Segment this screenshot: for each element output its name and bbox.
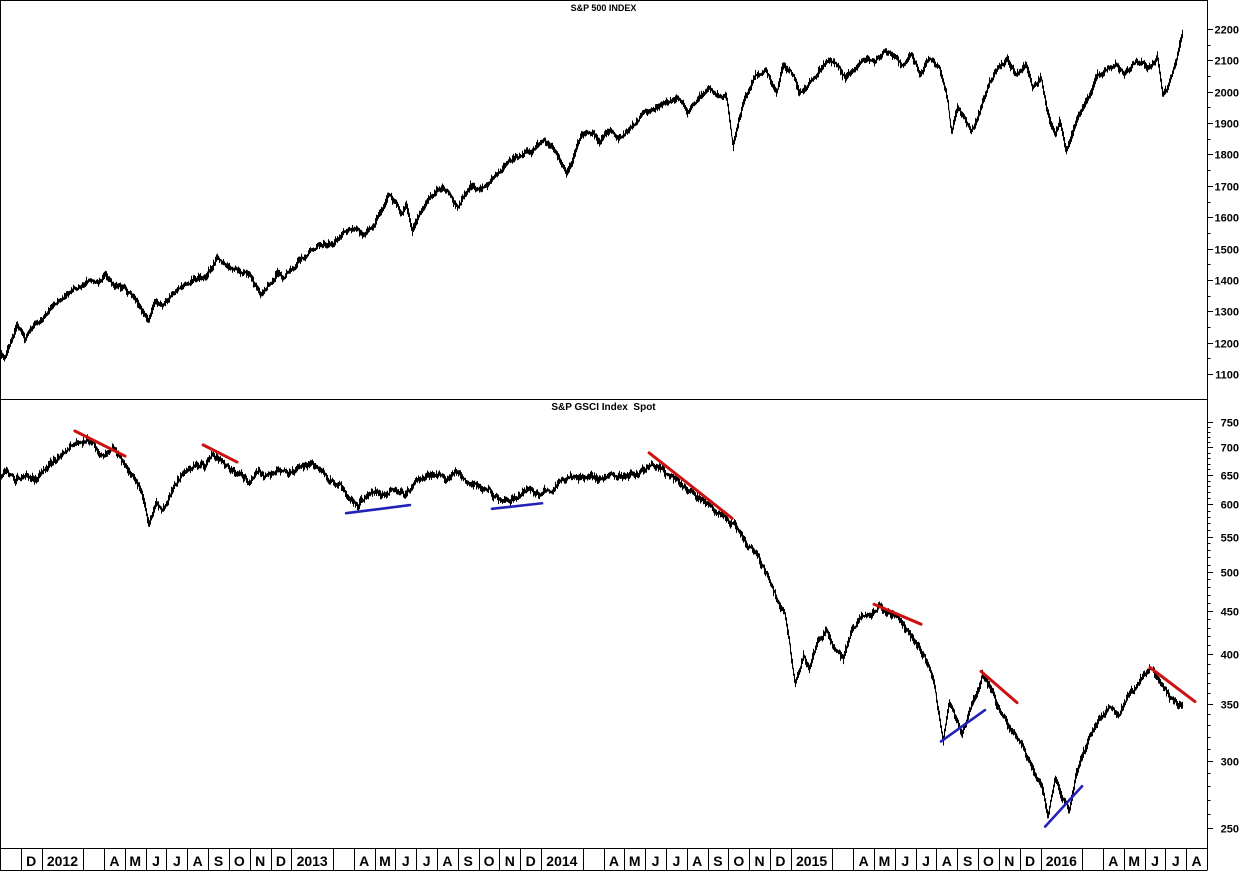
month-label-J: J xyxy=(152,853,160,869)
y-tick-label-2000: 2000 xyxy=(1215,88,1239,100)
month-label-J: J xyxy=(402,853,410,869)
month-label-A: A xyxy=(109,853,119,869)
gsci-price-series xyxy=(0,434,1183,819)
y-tick-label-350: 350 xyxy=(1221,700,1239,712)
month-label-J: J xyxy=(901,853,909,869)
year-label-2015: 2015 xyxy=(796,853,827,869)
y-tick-label-700: 700 xyxy=(1221,443,1239,455)
month-label-D: D xyxy=(276,853,286,869)
year-label-2014: 2014 xyxy=(546,853,577,869)
month-label-M: M xyxy=(1128,853,1140,869)
month-label-O: O xyxy=(234,853,245,869)
month-label-J: J xyxy=(1172,853,1180,869)
month-label-D: D xyxy=(526,853,536,869)
y-tick-label-750: 750 xyxy=(1221,418,1239,430)
y-tick-label-650: 650 xyxy=(1221,471,1239,483)
month-label-D: D xyxy=(775,853,785,869)
gsci-price-series-bars xyxy=(0,434,1183,819)
month-label-D: D xyxy=(1025,853,1035,869)
support-trendline-blue-4[interactable] xyxy=(1043,784,1084,828)
y-tick-label-400: 400 xyxy=(1221,650,1239,662)
month-label-A: A xyxy=(609,853,619,869)
y-axis-sp500: 2200 2100 2000 1900 1800 1700 1600 1500 1400 1300… xyxy=(1207,25,1239,382)
y-tick-label-250: 250 xyxy=(1221,824,1239,836)
gsci-panel-title: S&P GSCI Index Spot xyxy=(551,402,656,413)
month-label-J: J xyxy=(922,853,930,869)
y-tick-label-1400: 1400 xyxy=(1215,276,1239,288)
month-label-M: M xyxy=(129,853,141,869)
resistance-trendline-red-2[interactable] xyxy=(201,443,239,464)
month-label-A: A xyxy=(1192,853,1202,869)
month-label-J: J xyxy=(652,853,660,869)
month-label-A: A xyxy=(359,853,369,869)
support-trendline-blue-1[interactable] xyxy=(344,503,412,515)
y-tick-label-600: 600 xyxy=(1221,500,1239,512)
y-tick-label-1700: 1700 xyxy=(1215,182,1239,194)
month-label-S: S xyxy=(464,853,473,869)
month-label-A: A xyxy=(859,853,869,869)
year-label-2013: 2013 xyxy=(297,853,328,869)
month-label-J: J xyxy=(1151,853,1159,869)
gsci-price-series-connector xyxy=(0,437,1183,816)
sp500-price-series-connector xyxy=(0,33,1183,360)
chart-frame xyxy=(0,0,1208,871)
month-label-A: A xyxy=(193,853,203,869)
sp500-price-series xyxy=(0,29,1183,362)
month-label-J: J xyxy=(423,853,431,869)
year-label-2012: 2012 xyxy=(47,853,78,869)
month-label-A: A xyxy=(1108,853,1118,869)
month-label-O: O xyxy=(983,853,994,869)
month-label-A: A xyxy=(942,853,952,869)
support-trendline-blue-2[interactable] xyxy=(490,501,544,511)
y-tick-label-2100: 2100 xyxy=(1215,56,1239,68)
month-label-N: N xyxy=(755,853,765,869)
year-label-2016: 2016 xyxy=(1046,853,1077,869)
month-label-D: D xyxy=(26,853,36,869)
month-label-N: N xyxy=(1004,853,1014,869)
y-tick-label-1800: 1800 xyxy=(1215,150,1239,162)
month-label-S: S xyxy=(963,853,972,869)
y-tick-label-1500: 1500 xyxy=(1215,245,1239,257)
month-label-O: O xyxy=(733,853,744,869)
sp500-panel-title: S&P 500 INDEX xyxy=(570,3,637,13)
y-tick-label-1300: 1300 xyxy=(1215,307,1239,319)
y-tick-label-2200: 2200 xyxy=(1215,25,1239,37)
x-axis-strip: D 2012 A M J J A S O N D 2013 A M J J A S O N D 2014 A M J J A S O N D… xyxy=(21,848,1202,871)
y-tick-label-300: 300 xyxy=(1221,757,1239,769)
support-trendline-blue-3[interactable] xyxy=(939,708,987,743)
month-label-N: N xyxy=(505,853,515,869)
resistance-trendline-red-1[interactable] xyxy=(73,429,127,458)
month-label-M: M xyxy=(629,853,641,869)
month-label-J: J xyxy=(672,853,680,869)
month-label-A: A xyxy=(442,853,452,869)
y-tick-label-1600: 1600 xyxy=(1215,213,1239,225)
y-tick-label-550: 550 xyxy=(1221,533,1239,545)
y-tick-label-450: 450 xyxy=(1221,607,1239,619)
month-label-M: M xyxy=(379,853,391,869)
y-tick-label-1100: 1100 xyxy=(1215,370,1239,382)
month-label-J: J xyxy=(173,853,181,869)
y-tick-label-1900: 1900 xyxy=(1215,119,1239,131)
month-label-S: S xyxy=(713,853,722,869)
sp500-price-series-bars xyxy=(0,29,1183,362)
resistance-trendline-red-6[interactable] xyxy=(1148,666,1197,704)
y-tick-label-500: 500 xyxy=(1221,568,1239,580)
resistance-trendline-red-3[interactable] xyxy=(647,451,734,520)
y-axis-gsci: 750 700 650 600 550 500 450 400 350 300 250 xyxy=(1207,418,1239,836)
month-label-S: S xyxy=(214,853,223,869)
resistance-trendline-red-4[interactable] xyxy=(872,602,923,626)
month-label-O: O xyxy=(484,853,495,869)
month-label-N: N xyxy=(255,853,265,869)
month-label-M: M xyxy=(879,853,891,869)
resistance-trendline-red-5[interactable] xyxy=(979,669,1019,705)
y-tick-label-1200: 1200 xyxy=(1215,339,1239,351)
month-label-A: A xyxy=(692,853,702,869)
